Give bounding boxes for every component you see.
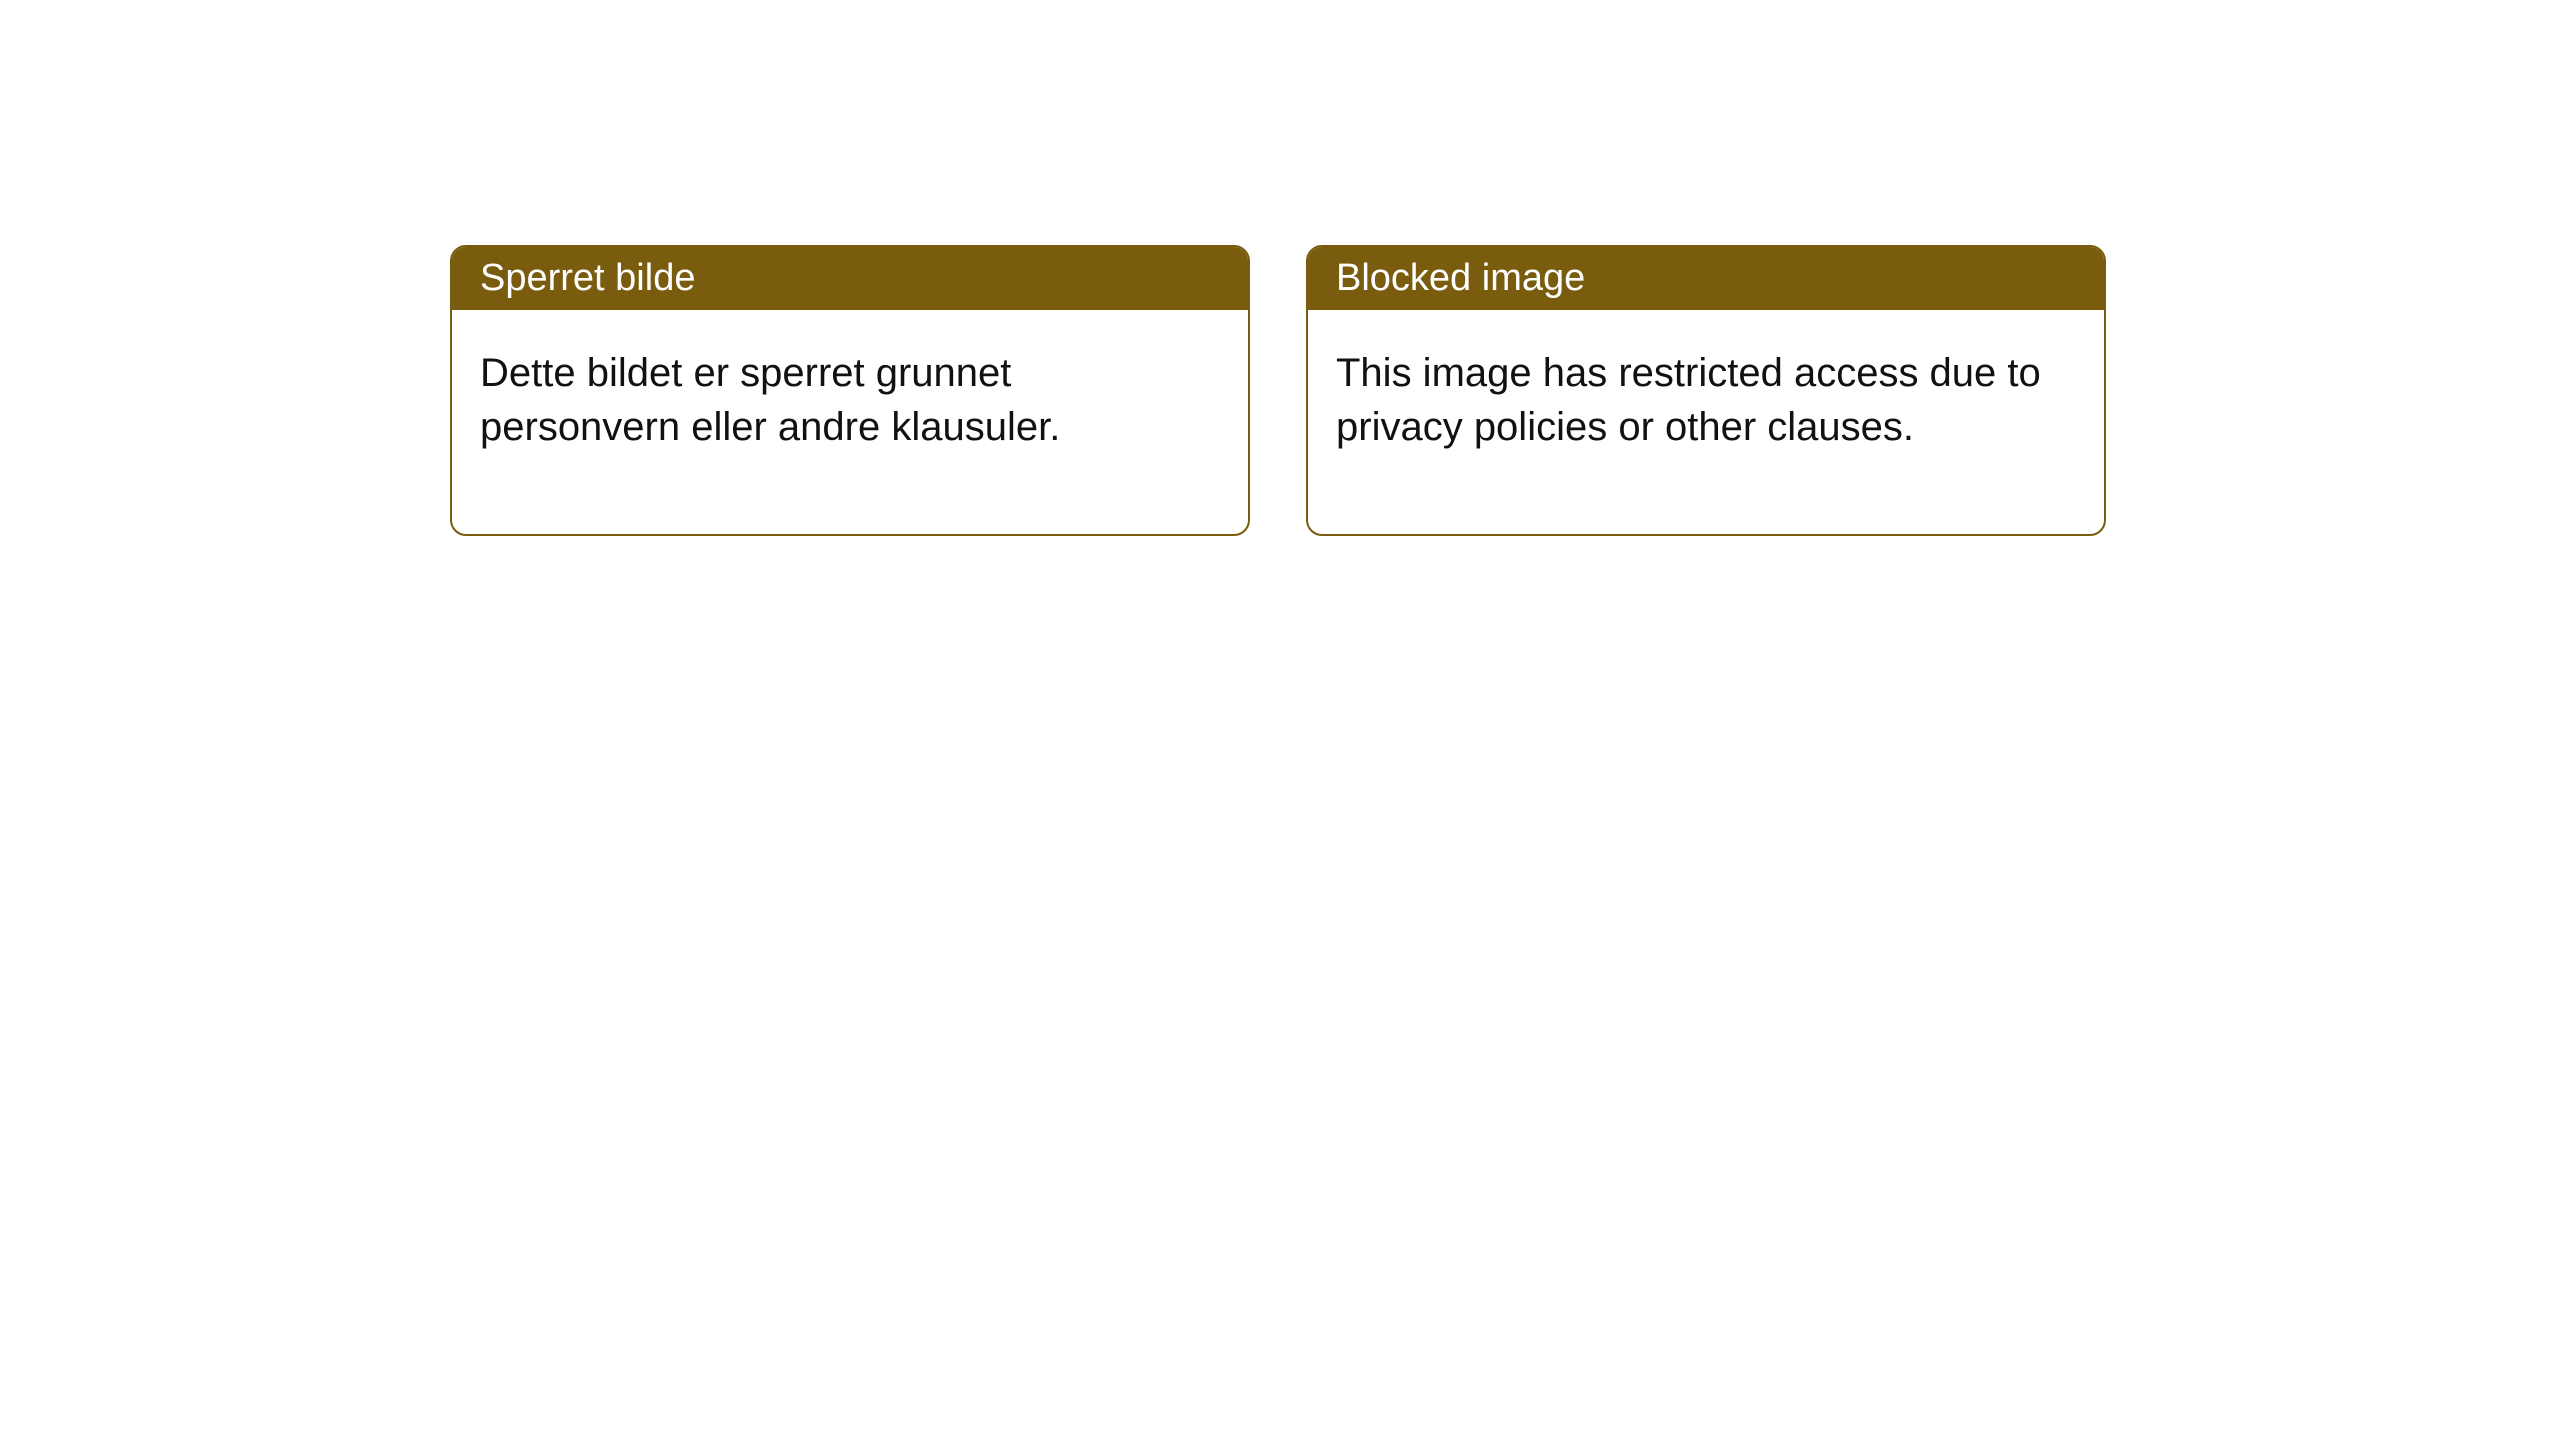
card-body-text: Dette bildet er sperret grunnet personve… [480, 351, 1060, 449]
card-title: Sperret bilde [480, 257, 695, 299]
card-body-text: This image has restricted access due to … [1336, 351, 2041, 449]
blocked-image-card-en: Blocked image This image has restricted … [1306, 245, 2106, 536]
card-body: This image has restricted access due to … [1308, 310, 2104, 534]
card-title: Blocked image [1336, 257, 1585, 299]
blocked-image-card-no: Sperret bilde Dette bildet er sperret gr… [450, 245, 1250, 536]
card-header: Blocked image [1308, 247, 2104, 310]
cards-container: Sperret bilde Dette bildet er sperret gr… [450, 245, 2106, 536]
card-header: Sperret bilde [452, 247, 1248, 310]
card-body: Dette bildet er sperret grunnet personve… [452, 310, 1248, 534]
